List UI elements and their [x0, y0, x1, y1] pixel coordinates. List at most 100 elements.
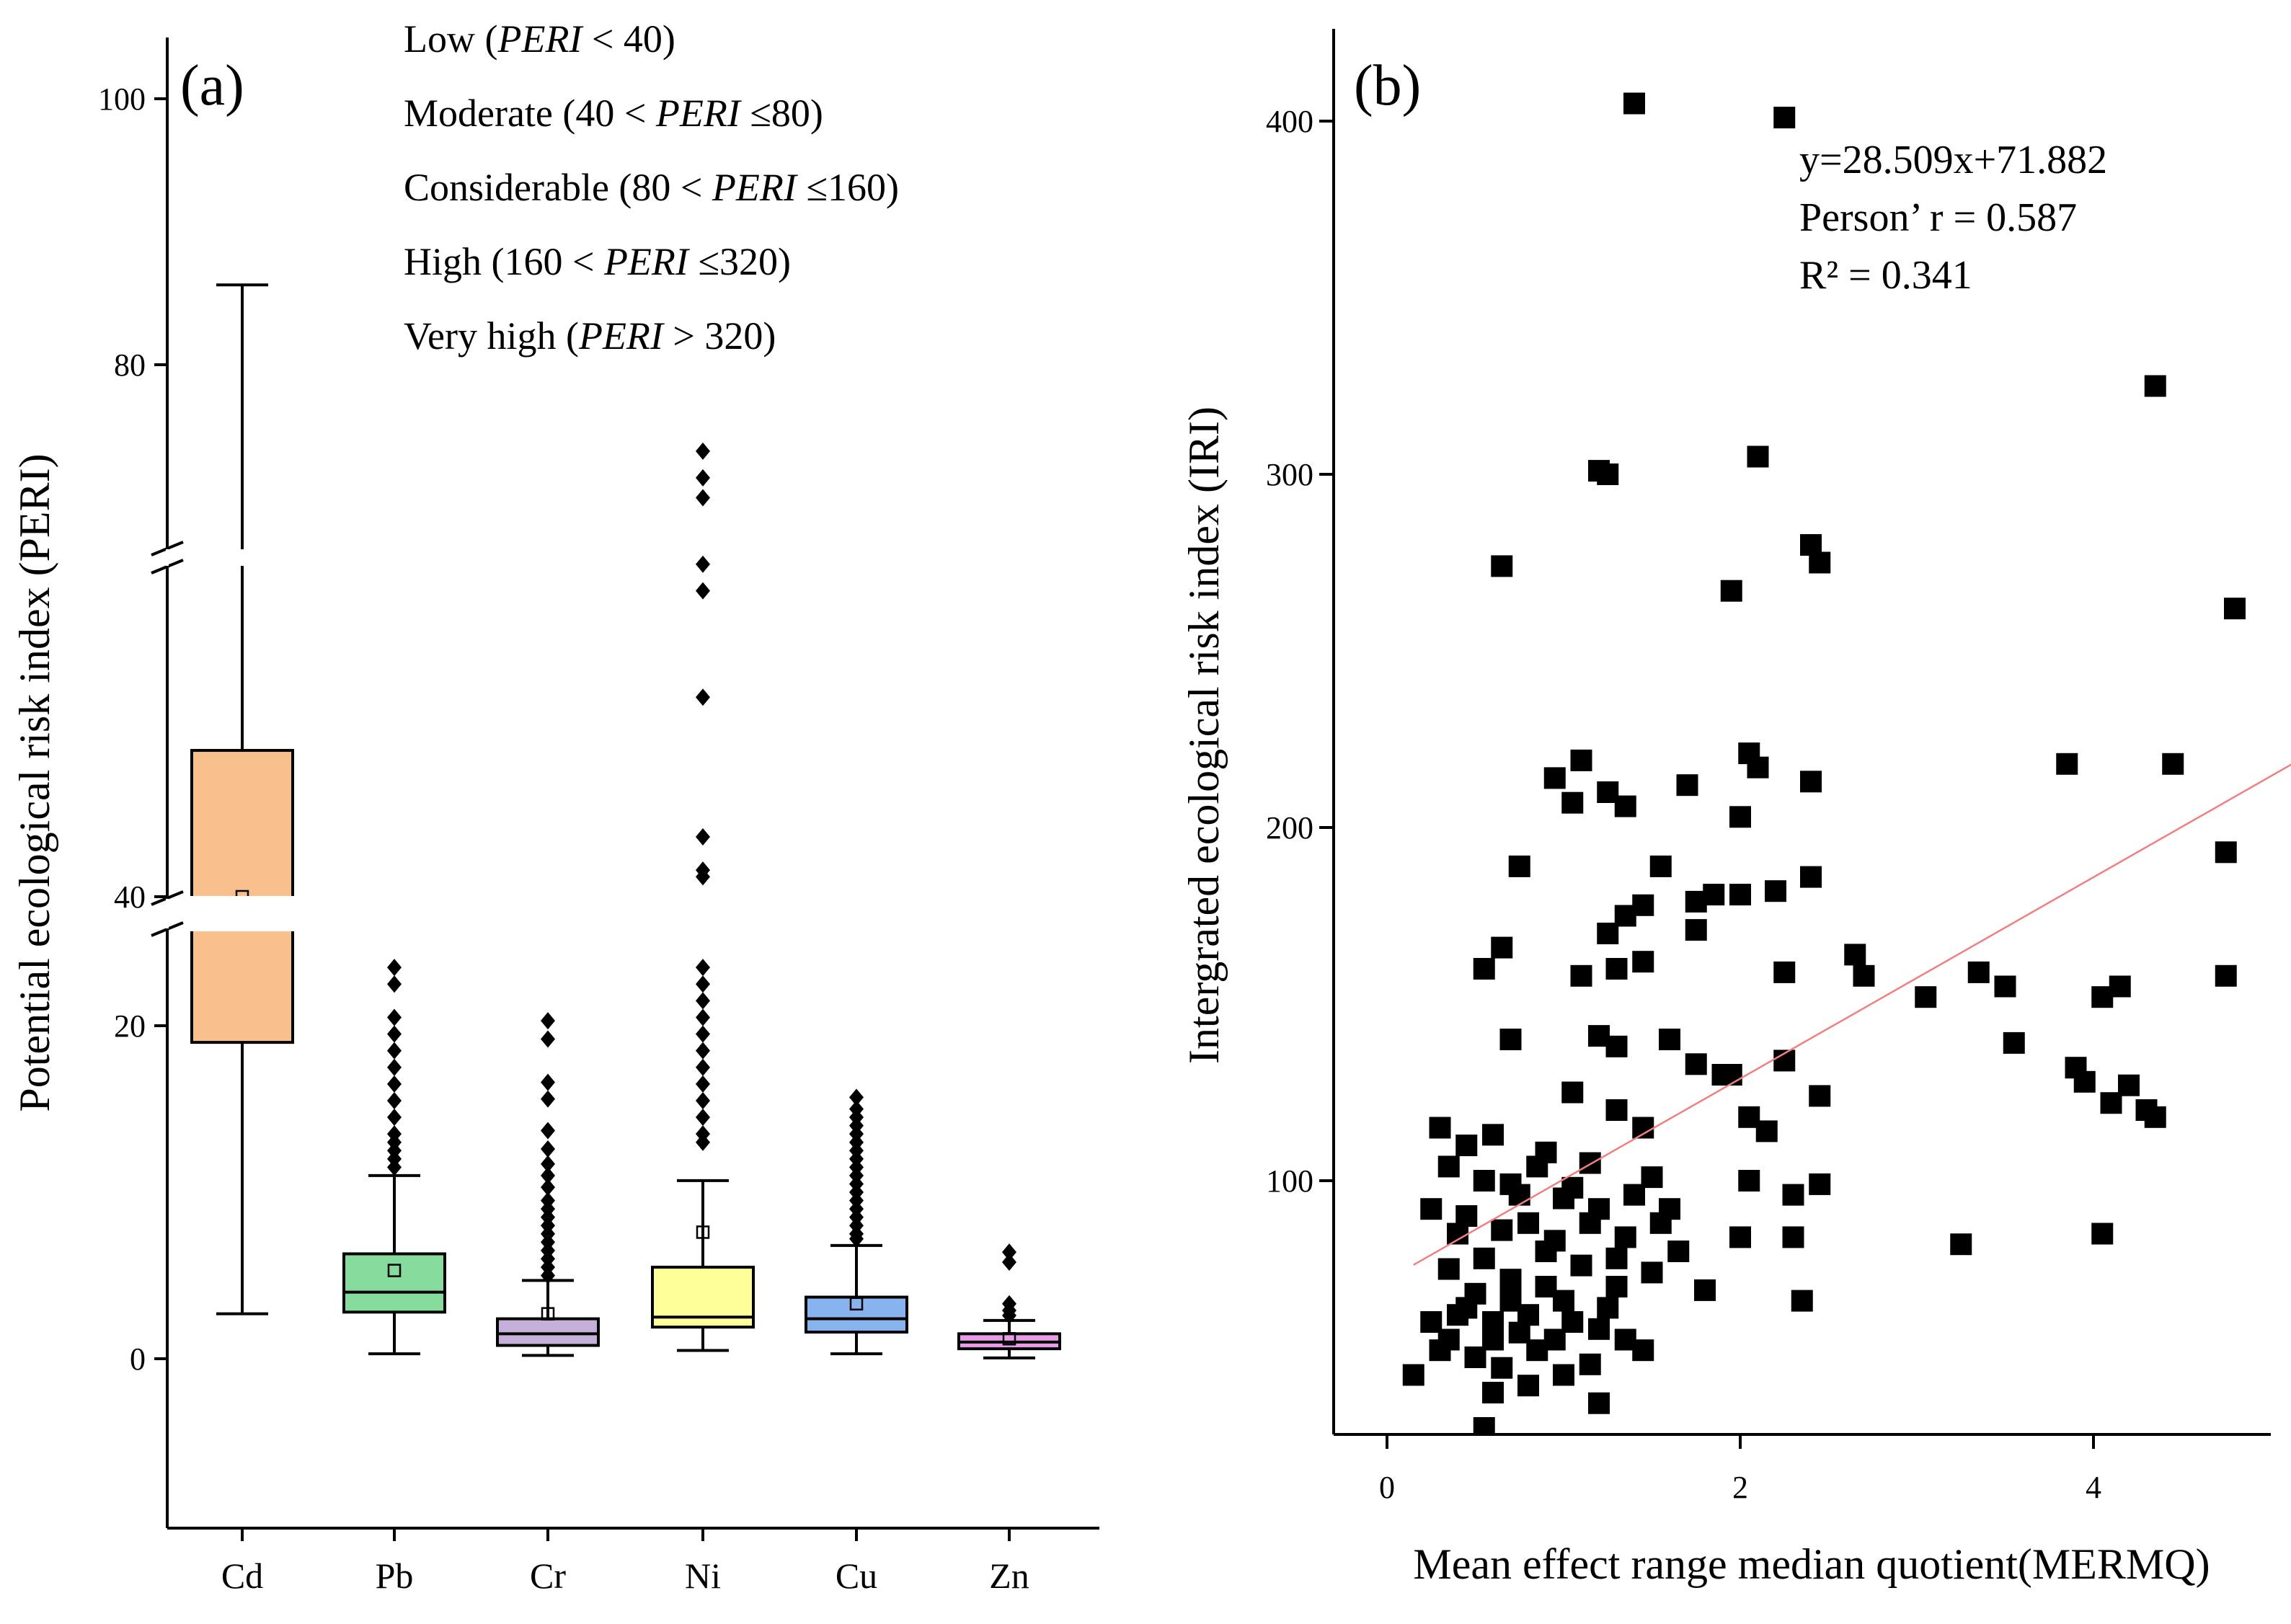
outlier-point: [541, 1155, 555, 1173]
box-iqr: [496, 1317, 600, 1347]
box-Ni: [651, 442, 755, 1352]
scatter-point: [2277, 482, 2291, 503]
panel-label: (a): [180, 54, 244, 117]
legend-line: High (160 < PERI ≤320): [404, 240, 791, 283]
scatter-point: [1800, 866, 1822, 888]
outlier-point: [541, 1179, 555, 1197]
legend-line: Moderate (40 < PERI ≤80): [404, 92, 823, 135]
scatter-point: [1482, 1328, 1504, 1351]
scatter-point: [1561, 1176, 1584, 1199]
outlier-point: [541, 1122, 555, 1140]
y-tick-label: 20: [114, 1008, 146, 1044]
scatter-point: [1950, 1233, 1972, 1256]
scatter-point: [1437, 1328, 1460, 1351]
scatter-point: [1676, 774, 1698, 797]
scatter-point: [2091, 1223, 2114, 1245]
outlier-point: [696, 582, 710, 600]
outlier-point: [387, 1158, 402, 1176]
outlier-point: [696, 1133, 710, 1151]
scatter-point: [2073, 1070, 2096, 1093]
scatter-point: [1791, 1290, 1813, 1312]
scatter-point: [2109, 975, 2131, 998]
scatter-point: [1844, 944, 1866, 966]
outlier-point: [696, 868, 710, 886]
scatter-point: [1605, 1247, 1628, 1269]
x-tick-label: 4: [2086, 1470, 2101, 1505]
scatter-point: [1623, 92, 1645, 115]
scatter-point: [1473, 1417, 1495, 1434]
scatter-point: [1782, 1226, 1804, 1248]
outlier-point: [696, 975, 710, 993]
scatter-point: [1694, 1279, 1716, 1301]
x-axis-label: Mean effect range median quotient(MERMQ): [1413, 1540, 2210, 1588]
scatter-point: [1482, 1382, 1504, 1403]
scatter-point: [1729, 806, 1751, 828]
outlier-point: [696, 555, 710, 573]
x-category-label: Zn: [989, 1556, 1029, 1596]
box-Cd: [190, 283, 294, 1315]
scatter-point: [1588, 1392, 1610, 1414]
scatter-point: [1720, 1064, 1742, 1086]
regression-line: [1413, 763, 2291, 1266]
outlier-point: [696, 442, 710, 460]
regression-annotation: R² = 0.341: [1799, 253, 1972, 298]
scatter-point: [1482, 1124, 1504, 1146]
outlier-point: [696, 688, 710, 706]
axis-break-gap: [189, 896, 296, 931]
scatter-point: [1473, 1247, 1495, 1269]
scatter-point: [1685, 1053, 1707, 1075]
scatter-point: [2215, 964, 2237, 987]
scatter-point: [2144, 1106, 2166, 1128]
scatter-point: [1703, 884, 1725, 906]
scatter-point: [1491, 1219, 1513, 1241]
panel-b-scatter: 02468100200300400Mean effect range media…: [1180, 29, 2291, 1588]
outlier-point: [387, 975, 402, 993]
outlier-point: [541, 1012, 555, 1030]
scatter-point: [1491, 936, 1513, 959]
outlier-point: [1002, 1306, 1016, 1324]
scatter-point: [1447, 1304, 1468, 1326]
scatter-point: [1755, 1120, 1778, 1142]
legend-line: Very high (PERI > 320): [404, 314, 776, 358]
outlier-point: [387, 1008, 402, 1026]
y-tick-label: 100: [1266, 1163, 1313, 1199]
scatter-point: [1447, 1223, 1468, 1245]
regression-annotation: Person’ r = 0.587: [1799, 195, 2077, 240]
scatter-point: [1491, 555, 1513, 577]
outlier-point: [387, 1091, 402, 1109]
outlier-point: [387, 1042, 402, 1060]
outlier-point: [849, 1230, 864, 1248]
box-iqr: [342, 1252, 446, 1314]
outlier-point: [541, 1073, 555, 1091]
scatter-point: [1597, 463, 1619, 485]
box-mean-marker: [849, 1297, 864, 1311]
scatter-point: [1747, 445, 1769, 468]
scatter-point: [1579, 1353, 1601, 1375]
outlier-point: [696, 1091, 710, 1109]
scatter-point: [1623, 1184, 1645, 1206]
y-tick-label: 300: [1266, 457, 1313, 492]
box-mean-marker: [387, 1264, 402, 1277]
axis-break-mark: [151, 921, 184, 937]
y-tick-label: 100: [98, 81, 146, 117]
outlier-point: [387, 1075, 402, 1093]
axis-break-mark: [151, 541, 184, 556]
outlier-point: [849, 1088, 864, 1106]
y-tick-label: 0: [130, 1341, 146, 1377]
scatter-point: [1455, 1135, 1478, 1156]
scatter-point: [1473, 958, 1495, 980]
scatter-point: [1499, 1269, 1522, 1291]
scatter-point: [1517, 1212, 1539, 1234]
scatter-point: [1605, 1099, 1628, 1121]
scatter-point: [1535, 1276, 1557, 1297]
box-iqr: [805, 1295, 908, 1334]
box-mean-marker: [696, 1225, 710, 1239]
outlier-point: [696, 1058, 710, 1076]
x-category-label: Cd: [221, 1556, 263, 1596]
scatter-point: [2224, 598, 2246, 620]
scatter-point: [1853, 964, 1875, 987]
scatter-point: [1543, 767, 1566, 789]
box-Cu: [805, 1088, 908, 1356]
scatter-point: [1765, 880, 1786, 902]
